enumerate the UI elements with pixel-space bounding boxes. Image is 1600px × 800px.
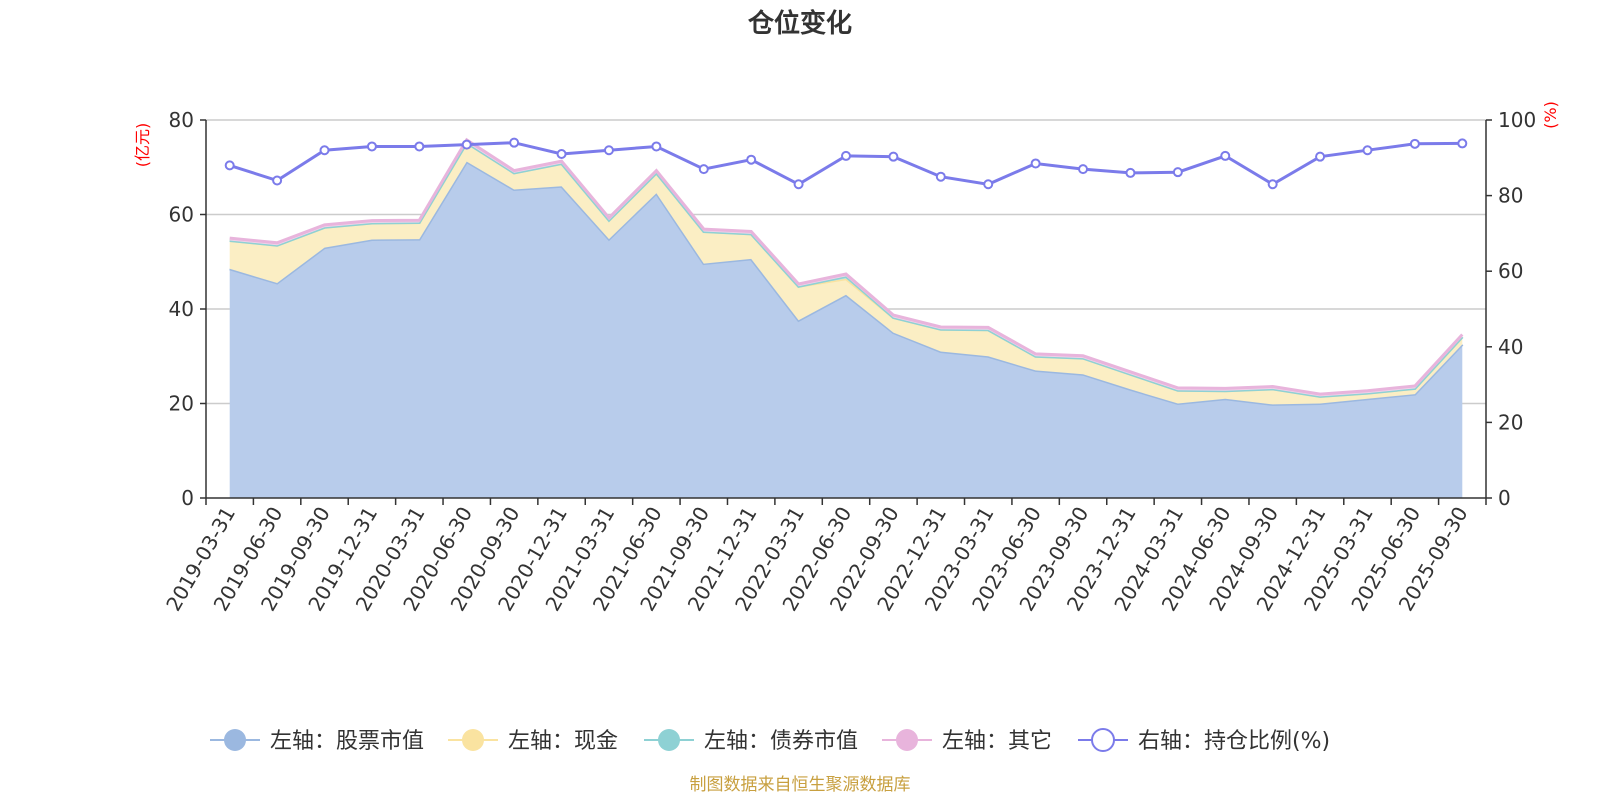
source-note: 制图数据来自恒生聚源数据库 [690,775,911,795]
legend-marker-4 [1091,728,1115,752]
ratio-point-22 [1267,179,1278,190]
right-tick-label-3: 60 [1498,259,1523,283]
ratio-point-14 [888,151,899,162]
legend-label-1: 左轴：现金 [508,729,618,754]
area-0 [229,161,1463,498]
legend-label-3: 左轴：其它 [942,729,1052,754]
legend-label-2: 左轴：债券市值 [704,729,858,754]
ratio-point-26 [1457,138,1468,149]
legend: 左轴：股票市值 左轴：现金 左轴：债券市值 左轴：其它 右轴：持仓比例(%) [210,728,1330,754]
left-tick-label-1: 20 [169,392,194,416]
ratio-point-8 [603,145,614,156]
ratio-point-0 [224,160,235,171]
ratio-point-13 [841,150,851,161]
stacked-areas [229,137,1464,498]
ratio-point-7 [556,149,567,160]
ratio-point-10 [698,164,709,175]
ratio-point-15 [935,171,946,182]
right-tick-label-5: 100 [1498,108,1536,132]
ratio-point-3 [366,141,377,152]
left-tick-label-2: 40 [169,297,194,321]
ratio-point-16 [983,179,994,190]
position-ratio-series [224,137,1468,190]
right-tick-label-0: 0 [1498,486,1511,510]
legend-marker-1 [462,729,484,751]
right-axis-unit: (%) [1541,101,1560,129]
ratio-point-18 [1078,164,1089,175]
legend-marker-0 [224,729,246,751]
ratio-point-4 [414,141,425,152]
ratio-point-25 [1409,138,1420,149]
left-tick-label-0: 0 [181,486,194,510]
legend-label-4: 右轴：持仓比例(%) [1138,729,1330,754]
ratio-point-24 [1362,145,1373,156]
area-line-3 [229,137,1464,396]
ratio-point-9 [651,141,662,152]
right-tick-label-1: 20 [1498,410,1523,434]
right-tick-label-2: 40 [1498,335,1523,359]
ratio-point-11 [746,154,757,165]
ratio-point-1 [272,175,283,186]
ratio-point-17 [1030,158,1041,169]
ratio-line-0 [229,141,1463,187]
ratio-point-12 [793,179,804,190]
ratio-point-21 [1220,150,1231,161]
right-tick-label-4: 80 [1498,184,1523,208]
ratio-point-5 [461,139,472,150]
ratio-point-2 [319,145,330,156]
legend-marker-2 [658,729,680,751]
left-tick-label-3: 60 [169,203,194,227]
ratio-point-6 [509,137,520,148]
left-axis-unit: (亿元) [133,123,152,168]
ratio-point-20 [1172,167,1183,178]
legend-label-0: 左轴：股票市值 [270,729,424,754]
left-tick-label-4: 80 [169,108,194,132]
chart-title: 仓位变化 [747,8,852,39]
ratio-point-19 [1125,167,1136,178]
legend-marker-3 [896,729,918,751]
ratio-point-23 [1315,151,1326,162]
